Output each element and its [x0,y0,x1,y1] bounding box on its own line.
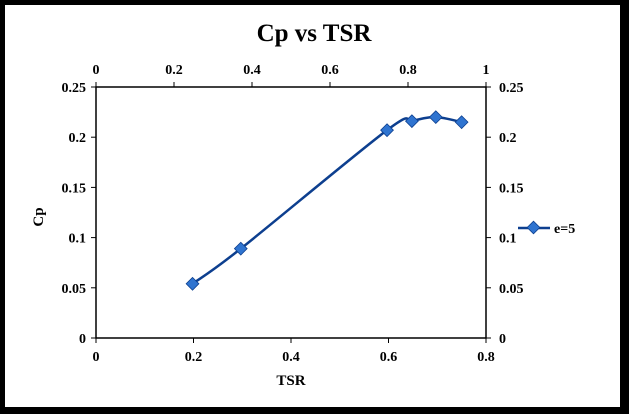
data-point [185,276,200,291]
y-tick-label: 0.15 [62,181,87,196]
x-tick-label: 0.6 [380,350,398,365]
x2-tick-label: 1 [483,63,490,78]
y-axis-right: 0 0.05 0.1 0.15 0.2 0.25 [486,81,524,347]
x-tick-label: 0 [93,350,100,365]
chart-frame: Cp vs TSR 0 0.2 0.4 0.6 0.8 0 0.2 0.4 0.6 0.8 1 0… [5,5,620,407]
x-tick-label: 0.8 [477,350,495,365]
y2-tick-label: 0 [499,332,506,347]
x2-tick-label: 0 [93,63,100,78]
y-tick-label: 0.1 [69,232,87,247]
legend-label: e=5 [554,222,575,237]
x2-tick-label: 0.4 [243,63,261,78]
y-tick-label: 0.25 [62,81,87,96]
data-point [454,115,469,130]
x-axis-label: TSR [276,373,305,389]
x-axis-bottom: 0 0.2 0.4 0.6 0.8 [93,338,495,365]
y-axis-label: Cp [31,207,47,226]
data-point [380,123,394,138]
y-tick-label: 0 [79,332,86,347]
y2-tick-label: 0.15 [499,181,524,196]
x-tick-label: 0.4 [282,350,300,365]
y2-tick-label: 0.05 [499,282,524,297]
x2-tick-label: 0.6 [321,63,339,78]
x-axis-top: 0 0.2 0.4 0.6 0.8 1 [93,63,490,87]
series-layer [185,110,469,291]
y-tick-label: 0.05 [62,282,87,297]
y-axis-left: 0 0.05 0.1 0.15 0.2 0.25 [62,81,96,347]
y2-tick-label: 0.2 [499,131,517,146]
legend-marker [526,220,541,235]
data-point [404,114,419,129]
plot-area [95,86,487,339]
y-tick-label: 0.2 [69,131,87,146]
y2-tick-label: 0.25 [499,81,524,96]
data-point [233,241,248,256]
data-point [428,110,443,125]
x-tick-label: 0.2 [185,350,203,365]
x2-tick-label: 0.8 [399,63,417,78]
x2-tick-label: 0.2 [165,63,183,78]
chart-title: Cp vs TSR [257,20,373,47]
chart-svg: Cp vs TSR 0 0.2 0.4 0.6 0.8 0 0.2 0.4 0.6 0.8 1 0… [31,20,575,389]
y2-tick-label: 0.1 [499,232,517,247]
legend: e=5 [518,220,575,237]
